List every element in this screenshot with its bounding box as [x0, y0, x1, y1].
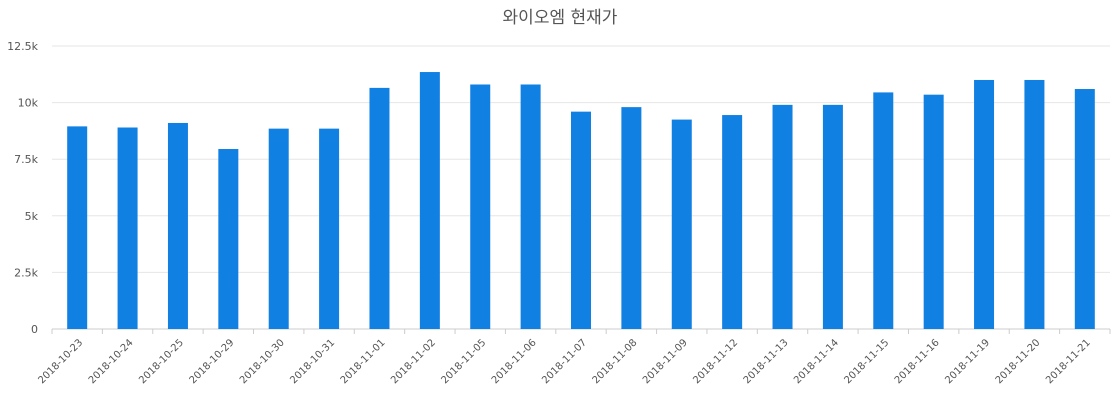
bar[interactable]: [319, 128, 340, 329]
bar[interactable]: [822, 104, 843, 329]
y-tick-label: 0: [31, 323, 38, 336]
bar[interactable]: [974, 79, 995, 330]
bar[interactable]: [218, 149, 239, 329]
bar[interactable]: [1024, 79, 1045, 330]
y-tick-label: 12.5k: [7, 40, 38, 53]
x-tick-label: 2018-10-29: [188, 337, 237, 386]
bar[interactable]: [873, 92, 894, 329]
x-axis-ticks: 2018-10-23 2018-10-24 2018-10-25 2018-10-29…: [36, 329, 1111, 386]
bar[interactable]: [67, 126, 88, 329]
bar[interactable]: [369, 87, 390, 329]
bar[interactable]: [621, 107, 642, 330]
bars: [67, 72, 1095, 330]
x-tick-label: 2018-11-12: [691, 337, 740, 386]
bar[interactable]: [167, 122, 188, 329]
bar[interactable]: [520, 84, 541, 329]
y-tick-label: 10k: [18, 97, 39, 110]
bar[interactable]: [470, 84, 491, 329]
x-tick-label: 2018-11-15: [843, 337, 892, 386]
bar[interactable]: [772, 104, 793, 329]
x-tick-label: 2018-11-20: [994, 337, 1043, 386]
bar[interactable]: [923, 94, 944, 330]
y-tick-label: 7.5k: [14, 153, 38, 166]
bar[interactable]: [268, 128, 289, 329]
x-tick-label: 2018-10-25: [137, 337, 186, 386]
chart-title: 와이오엠 현재가: [503, 8, 618, 28]
x-tick-label: 2018-11-19: [943, 337, 992, 386]
x-tick-label: 2018-11-06: [490, 337, 539, 386]
x-tick-label: 2018-11-08: [591, 337, 640, 386]
x-tick-label: 2018-11-21: [1044, 337, 1093, 386]
bar[interactable]: [1074, 89, 1095, 330]
x-tick-label: 2018-11-07: [540, 337, 589, 386]
x-tick-label: 2018-11-01: [339, 337, 388, 386]
x-tick-label: 2018-10-30: [238, 337, 287, 386]
bar[interactable]: [419, 72, 440, 329]
y-axis-ticks: 0 2.5k 5k 7.5k 10k 12.5k: [7, 40, 38, 336]
x-tick-label: 2018-10-24: [87, 337, 136, 386]
x-tick-label: 2018-11-13: [742, 337, 791, 386]
x-tick-label: 2018-11-09: [641, 337, 690, 386]
bar[interactable]: [117, 127, 138, 329]
x-tick-label: 2018-10-23: [36, 337, 85, 386]
bar[interactable]: [571, 111, 591, 329]
y-tick-label: 2.5k: [14, 266, 38, 279]
x-tick-label: 2018-10-31: [288, 337, 337, 386]
x-tick-label: 2018-11-16: [893, 337, 942, 386]
x-tick-label: 2018-11-02: [389, 337, 438, 386]
x-tick-label: 2018-11-14: [792, 337, 841, 386]
y-tick-label: 5k: [25, 210, 39, 223]
bar[interactable]: [671, 119, 692, 329]
bar[interactable]: [722, 115, 743, 329]
x-tick-label: 2018-11-05: [439, 337, 488, 386]
